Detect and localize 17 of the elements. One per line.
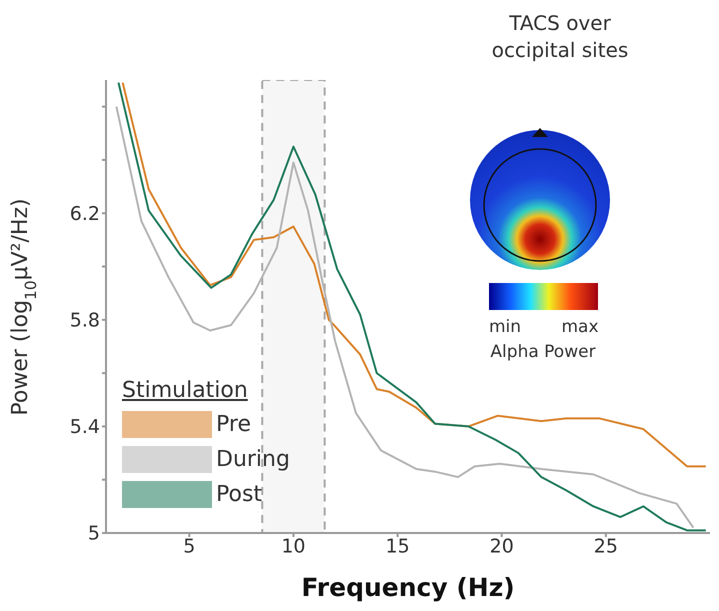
- x-tick-label: 20: [490, 535, 514, 558]
- x-tick-label: 5: [183, 535, 196, 558]
- x-axis-title: Frequency (Hz): [301, 573, 515, 602]
- legend-label: Pre: [216, 412, 251, 437]
- chart-title: TACS over occipital sites: [490, 10, 630, 64]
- annotation: Alpha Power: [490, 342, 596, 362]
- annotation: min: [488, 317, 522, 337]
- legend-label: Post: [216, 482, 262, 507]
- legend-title: Stimulation: [122, 378, 249, 403]
- annotation: max: [561, 317, 599, 337]
- x-tick-label: 25: [594, 535, 618, 558]
- x-tick-label: 10: [281, 535, 306, 558]
- legend-label: During: [216, 447, 290, 472]
- y-tick-label: 5.4: [70, 416, 100, 438]
- y-tick-label: 5.8: [70, 310, 100, 332]
- y-tick-label: 6.2: [70, 202, 100, 225]
- x-tick-label: 15: [385, 535, 410, 558]
